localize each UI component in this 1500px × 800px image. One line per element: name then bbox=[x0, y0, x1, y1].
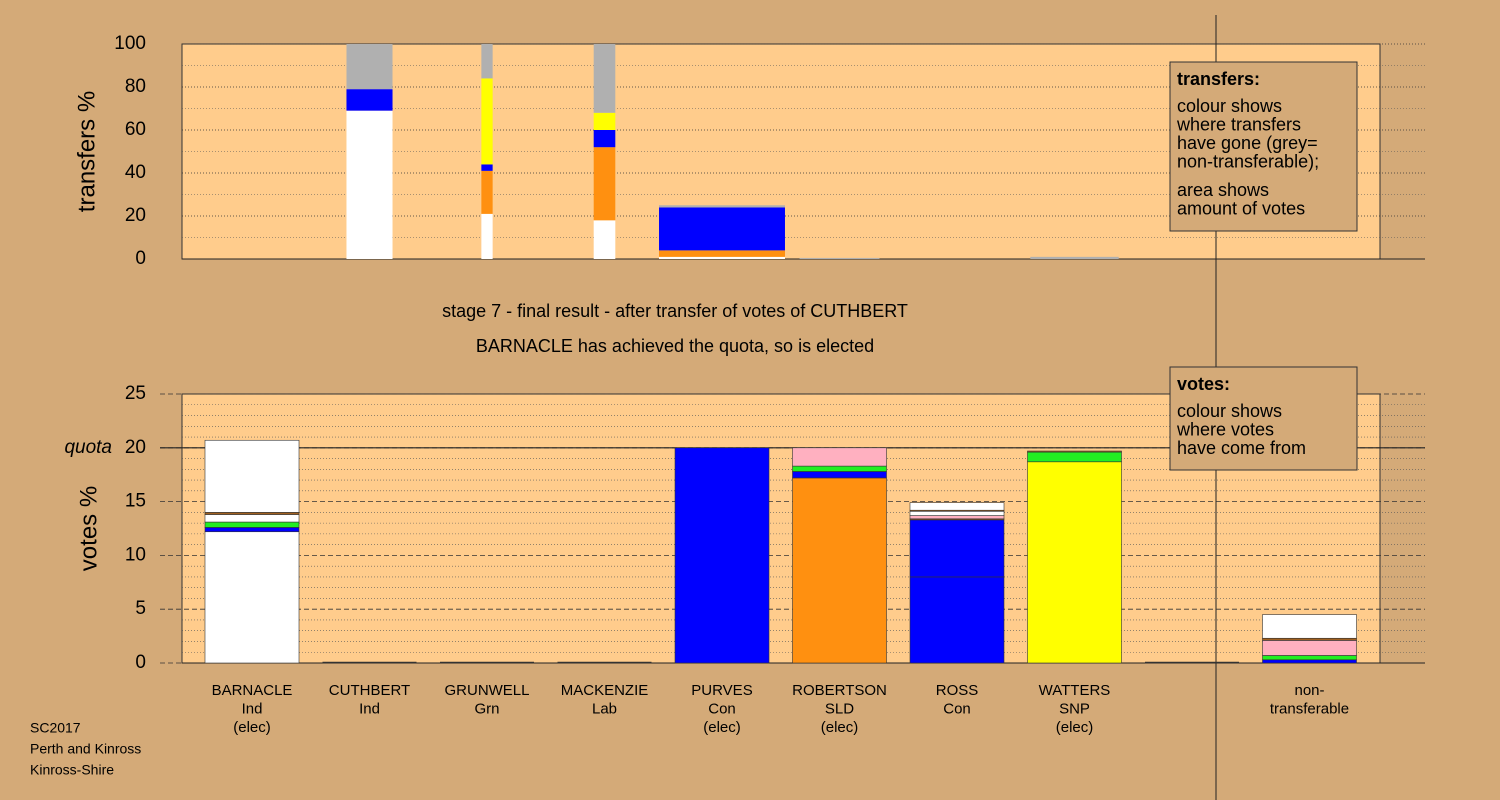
note-text: amount of votes bbox=[1177, 198, 1305, 218]
transfer-segment bbox=[593, 147, 616, 221]
y-tick-label: 60 bbox=[125, 119, 146, 140]
x-tick-label: Grn bbox=[474, 700, 499, 717]
x-tick-label: Ind bbox=[359, 700, 380, 717]
x-tick-label: non- bbox=[1294, 682, 1324, 699]
x-tick-label: transferable bbox=[1270, 700, 1349, 717]
note-text: where transfers bbox=[1176, 114, 1301, 134]
transfer-segment bbox=[346, 44, 393, 90]
transfer-segment bbox=[659, 207, 785, 251]
transfer-segment bbox=[799, 257, 880, 259]
x-tick-label: ROSS bbox=[936, 682, 979, 699]
bar-segment bbox=[909, 519, 1005, 578]
bar-segment bbox=[792, 447, 887, 467]
note-text: have gone (grey= bbox=[1177, 133, 1318, 153]
bar-segment bbox=[792, 465, 887, 472]
x-tick-label: Lab bbox=[592, 700, 617, 717]
bar-segment bbox=[1027, 461, 1122, 664]
x-tick-label: CUTHBERT bbox=[329, 682, 410, 699]
stage-text: BARNACLE has achieved the quota, so is e… bbox=[476, 336, 874, 356]
quota-label: quota bbox=[64, 437, 112, 458]
transfer-segment bbox=[659, 256, 785, 259]
bar-segment bbox=[204, 439, 300, 513]
transfer-segment bbox=[659, 250, 785, 257]
y-tick-label: 100 bbox=[114, 33, 146, 54]
note-box bbox=[1169, 61, 1358, 232]
bar-segment bbox=[1027, 451, 1122, 463]
transfer-segment bbox=[593, 220, 616, 259]
transfer-segment bbox=[481, 170, 493, 214]
transfer-segment bbox=[481, 213, 493, 259]
bar-segment bbox=[1262, 640, 1357, 656]
bar-segment bbox=[792, 477, 887, 664]
note-text: have come from bbox=[1177, 438, 1306, 458]
bar-segment bbox=[204, 521, 300, 528]
y-tick-label: 5 bbox=[135, 598, 146, 619]
note-title: votes: bbox=[1177, 374, 1230, 394]
y-tick-label: 10 bbox=[125, 544, 146, 565]
transfer-segment bbox=[1030, 256, 1119, 259]
y-tick-label: 25 bbox=[125, 383, 146, 404]
note-box bbox=[1169, 366, 1358, 471]
y-axis-label: transfers % bbox=[73, 91, 100, 212]
x-tick-label: Con bbox=[943, 700, 971, 717]
stage-text: stage 7 - final result - after transfer … bbox=[442, 301, 908, 321]
transfer-segment bbox=[593, 112, 616, 130]
y-tick-label: 20 bbox=[125, 437, 146, 458]
bar-segment bbox=[909, 576, 1005, 664]
bar-segment bbox=[674, 447, 770, 664]
note-text: colour shows bbox=[1177, 96, 1282, 116]
note-text: non-transferable); bbox=[1177, 151, 1319, 171]
bar-segment bbox=[1262, 614, 1357, 639]
bar-segment bbox=[792, 471, 887, 479]
note-text: area shows bbox=[1177, 180, 1269, 200]
note-text: colour shows bbox=[1177, 401, 1282, 421]
transfer-segment bbox=[481, 78, 493, 165]
x-tick-label: SLD bbox=[825, 700, 854, 717]
transfer-segment bbox=[659, 205, 785, 208]
bar-segment bbox=[1262, 655, 1357, 661]
bar-segment bbox=[909, 515, 1005, 520]
y-tick-label: 80 bbox=[125, 76, 146, 97]
note-text: where votes bbox=[1176, 419, 1274, 439]
bar-segment bbox=[204, 512, 300, 515]
note-title: transfers: bbox=[1177, 69, 1260, 89]
x-tick-label: ROBERTSON bbox=[792, 682, 887, 699]
footer-text: Kinross-Shire bbox=[30, 762, 114, 778]
bar-segment bbox=[204, 531, 300, 664]
footer-text: SC2017 bbox=[30, 720, 81, 736]
x-tick-label: Ind bbox=[242, 700, 263, 717]
bar-segment bbox=[1027, 450, 1122, 453]
y-tick-label: 0 bbox=[135, 652, 146, 673]
y-axis-label: votes % bbox=[75, 486, 102, 571]
y-tick-label: 15 bbox=[125, 491, 146, 512]
bar-segment bbox=[909, 510, 1005, 516]
x-tick-label: BARNACLE bbox=[212, 682, 293, 699]
footer-text: Perth and Kinross bbox=[30, 741, 141, 757]
x-tick-label: GRUNWELL bbox=[444, 682, 529, 699]
transfer-segment bbox=[346, 89, 393, 111]
transfer-segment bbox=[346, 110, 393, 260]
x-tick-label: (elec) bbox=[233, 719, 271, 736]
x-tick-label: (elec) bbox=[1056, 719, 1094, 736]
transfer-segment bbox=[593, 44, 616, 113]
bar-segment bbox=[1262, 637, 1357, 641]
y-tick-label: 0 bbox=[135, 248, 146, 269]
transfer-segment bbox=[481, 164, 493, 171]
x-tick-label: SNP bbox=[1059, 700, 1090, 717]
x-tick-label: WATTERS bbox=[1039, 682, 1111, 699]
x-tick-label: PURVES bbox=[691, 682, 752, 699]
bar-segment bbox=[204, 514, 300, 523]
bar-segment bbox=[1262, 659, 1357, 664]
x-tick-label: MACKENZIE bbox=[561, 682, 649, 699]
y-tick-label: 20 bbox=[125, 205, 146, 226]
bar-segment bbox=[909, 502, 1005, 511]
x-tick-label: (elec) bbox=[821, 719, 859, 736]
bar-segment bbox=[204, 527, 300, 533]
x-tick-label: (elec) bbox=[703, 719, 741, 736]
y-tick-label: 40 bbox=[125, 162, 146, 183]
transfer-segment bbox=[481, 44, 493, 79]
transfer-segment bbox=[593, 130, 616, 148]
x-tick-label: Con bbox=[708, 700, 736, 717]
